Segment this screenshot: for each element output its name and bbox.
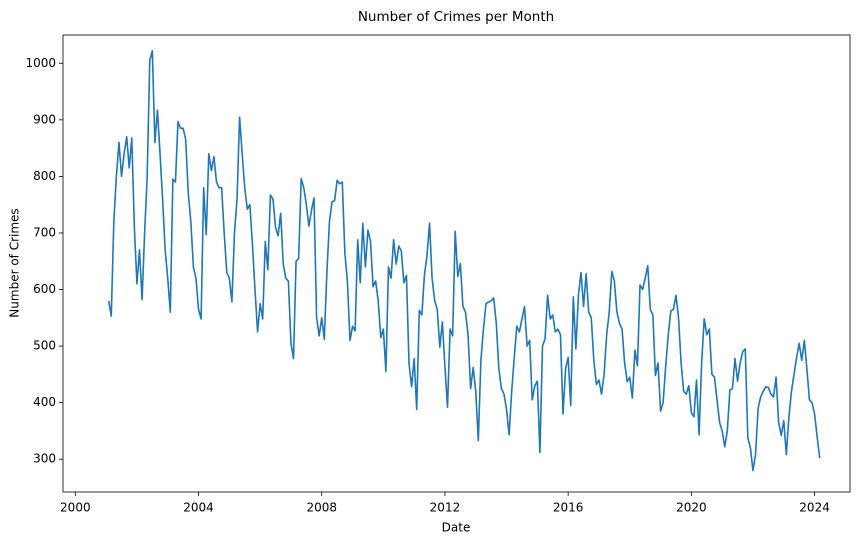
y-tick-label: 400 xyxy=(33,395,56,409)
x-tick-label: 2000 xyxy=(60,501,91,515)
x-tick-label: 2016 xyxy=(553,501,584,515)
x-tick-label: 2024 xyxy=(799,501,830,515)
x-tick-label: 2008 xyxy=(306,501,337,515)
plot-frame xyxy=(62,34,851,493)
data-line xyxy=(107,50,821,472)
x-tick-label: 2004 xyxy=(183,501,214,515)
x-tick-label: 2012 xyxy=(430,501,461,515)
y-tick-label: 700 xyxy=(33,225,56,239)
chart-title: Number of Crimes per Month xyxy=(358,9,554,25)
y-tick-label: 300 xyxy=(33,452,56,466)
y-tick-label: 600 xyxy=(33,282,56,296)
x-axis-label: Date xyxy=(442,521,471,535)
y-tick-label: 500 xyxy=(33,339,56,353)
y-axis-label: Number of Crimes xyxy=(8,208,22,317)
y-tick-label: 800 xyxy=(33,169,56,183)
y-tick-label: 1000 xyxy=(25,56,56,70)
y-tick-label: 900 xyxy=(33,112,56,126)
x-tick-label: 2020 xyxy=(676,501,707,515)
